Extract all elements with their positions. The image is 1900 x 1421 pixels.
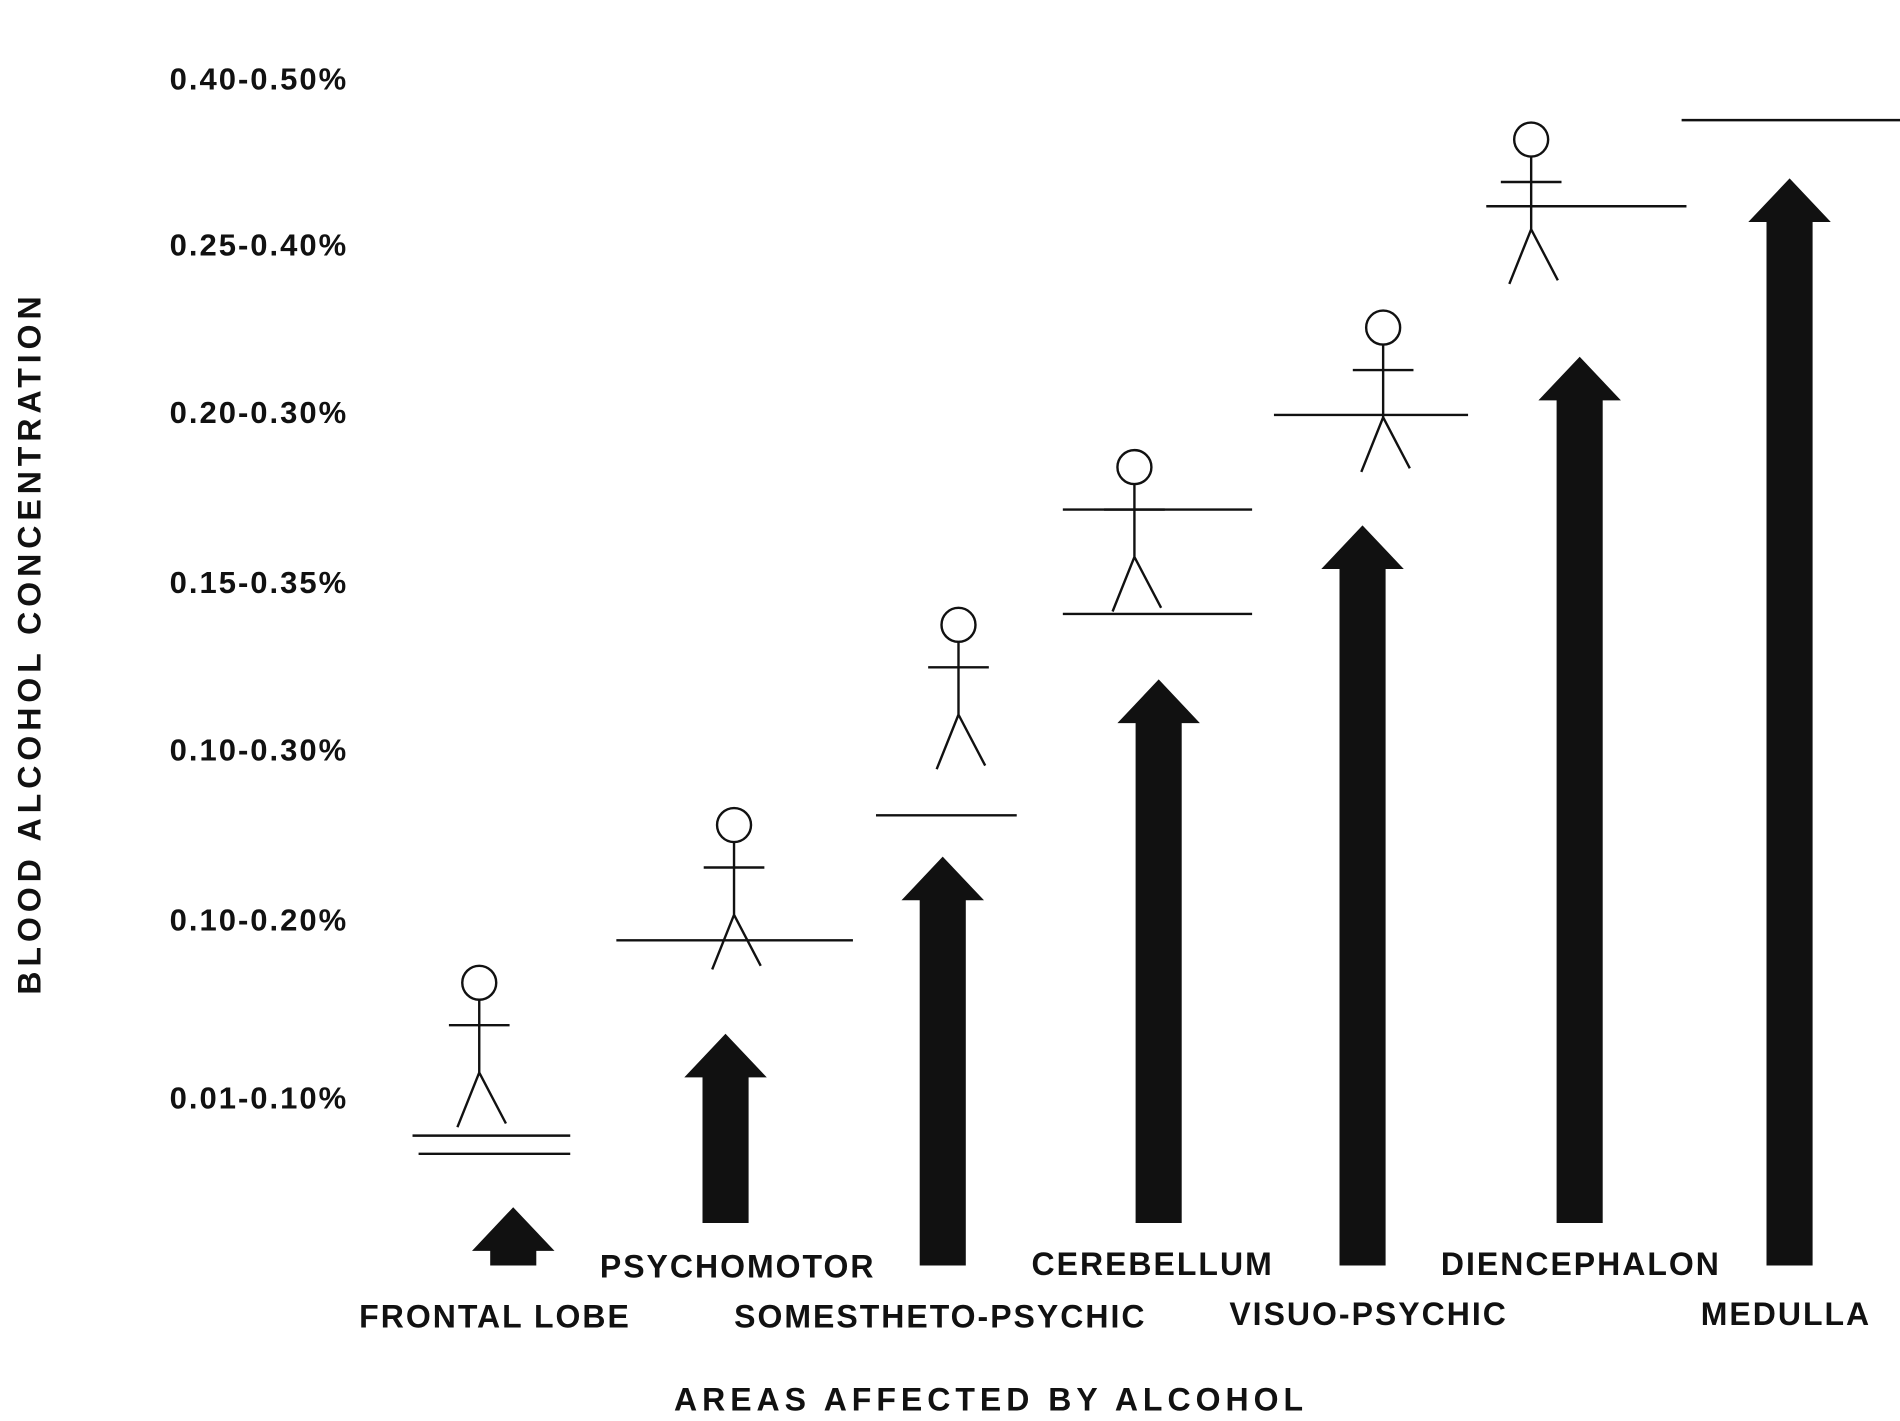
arrow (1321, 525, 1404, 1266)
arrow (901, 856, 984, 1266)
figure-body (703, 842, 765, 970)
area-label: DIENCEPHALON (1441, 1246, 1721, 1282)
level-label: 0.20-0.30% (170, 395, 349, 430)
area-label: SOMESTHETO-PSYCHIC (734, 1298, 1146, 1334)
level-label: 0.10-0.20% (170, 902, 349, 937)
area-label: MEDULLA (1701, 1296, 1871, 1332)
level-label: 0.01-0.10% (170, 1081, 349, 1116)
level-label: 0.10-0.30% (170, 732, 349, 767)
figure-body (928, 641, 989, 770)
arrow (1538, 356, 1621, 1223)
figure-head (715, 806, 753, 844)
arrow (1748, 178, 1831, 1266)
y-axis-title: BLOOD ALCOHOL CONCENTRATION (11, 291, 47, 994)
x-axis-title: AREAS AFFECTED BY ALCOHOL (674, 1381, 1308, 1416)
area-label: PSYCHOMOTOR (600, 1249, 876, 1285)
area-label: CEREBELLUM (1032, 1246, 1274, 1282)
arrow (1117, 679, 1200, 1223)
arrow (472, 1207, 555, 1266)
figure-body (1104, 484, 1165, 612)
figure-head (940, 606, 977, 644)
figure-head (1364, 309, 1402, 346)
level-label: 0.25-0.40% (170, 228, 349, 263)
arrow (684, 1033, 767, 1223)
figure-head (1512, 121, 1550, 158)
figure-body (448, 999, 510, 1128)
level-label: 0.40-0.50% (170, 61, 349, 96)
level-label: 0.15-0.35% (170, 565, 349, 600)
figure-body (1352, 344, 1414, 473)
area-label: FRONTAL LOBE (359, 1298, 631, 1334)
area-label: VISUO-PSYCHIC (1229, 1296, 1507, 1332)
figure-head (1116, 448, 1153, 486)
figure-head (461, 964, 498, 1001)
figure-body (1500, 156, 1562, 285)
